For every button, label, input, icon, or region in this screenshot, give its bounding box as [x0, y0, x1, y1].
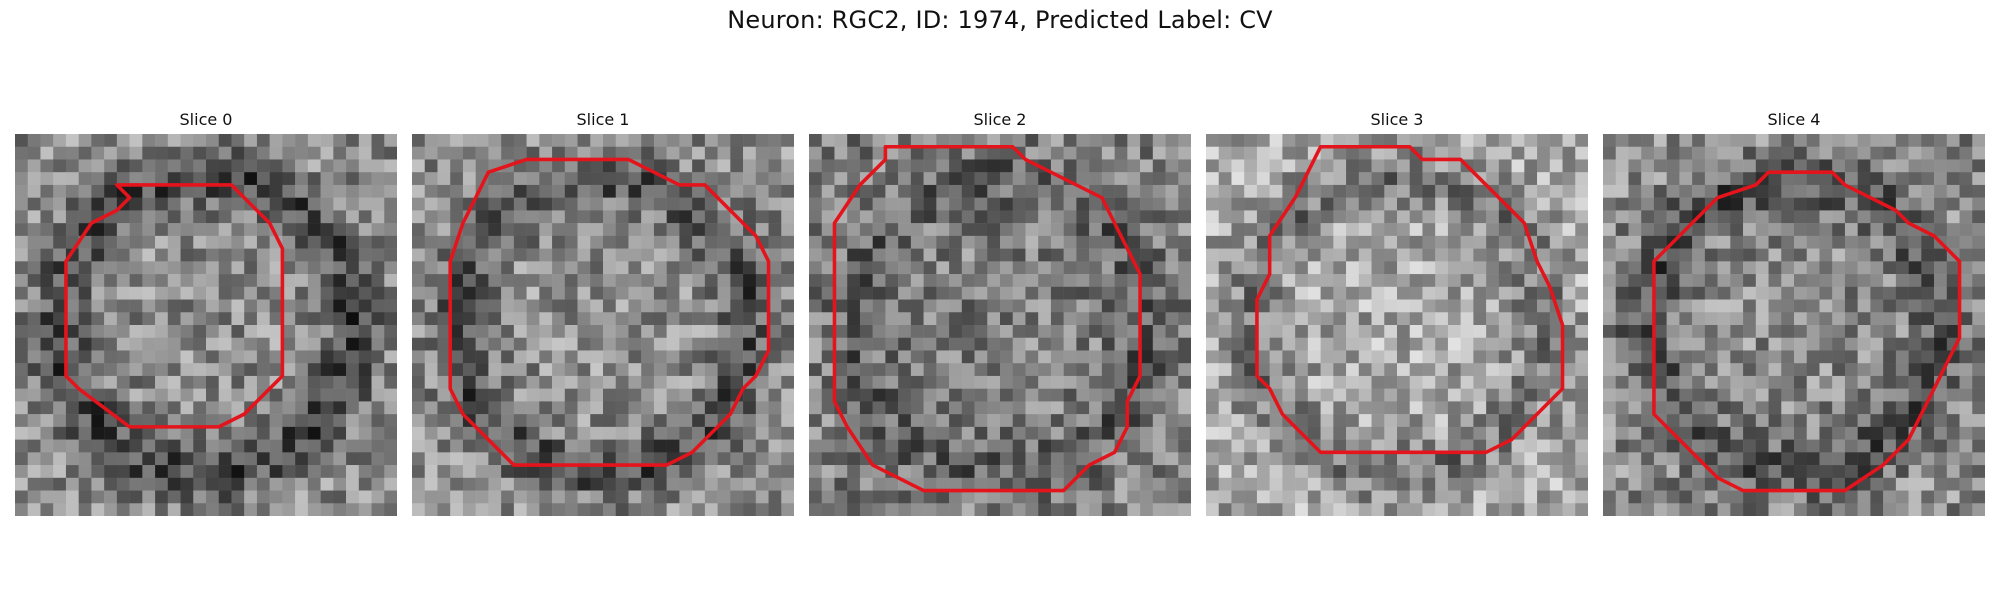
slice-image-0: [15, 134, 397, 516]
slice-title-2: Slice 2: [973, 110, 1027, 129]
slice-title-1: Slice 1: [576, 110, 630, 129]
slice-image-3: [1206, 134, 1588, 516]
slice-panel-1: Slice 1: [412, 110, 794, 516]
cell-contour-4: [1652, 170, 1962, 493]
slice-image-4: [1603, 134, 1985, 516]
slice-panel-2: Slice 2: [809, 110, 1191, 516]
slice-panel-0: Slice 0: [15, 110, 397, 516]
slice-title-3: Slice 3: [1370, 110, 1424, 129]
slice-title-4: Slice 4: [1767, 110, 1821, 129]
cell-contour-1: [448, 157, 771, 467]
cell-contour-3: [1255, 144, 1565, 455]
slice-title-0: Slice 0: [179, 110, 233, 129]
cell-contour-2: [832, 144, 1142, 493]
slice-image-2: [809, 134, 1191, 516]
slice-panel-3: Slice 3: [1206, 110, 1588, 516]
figure-title: Neuron: RGC2, ID: 1974, Predicted Label:…: [727, 6, 1273, 34]
slice-panel-4: Slice 4: [1603, 110, 1985, 516]
cell-contour-0: [64, 183, 285, 429]
slice-image-1: [412, 134, 794, 516]
